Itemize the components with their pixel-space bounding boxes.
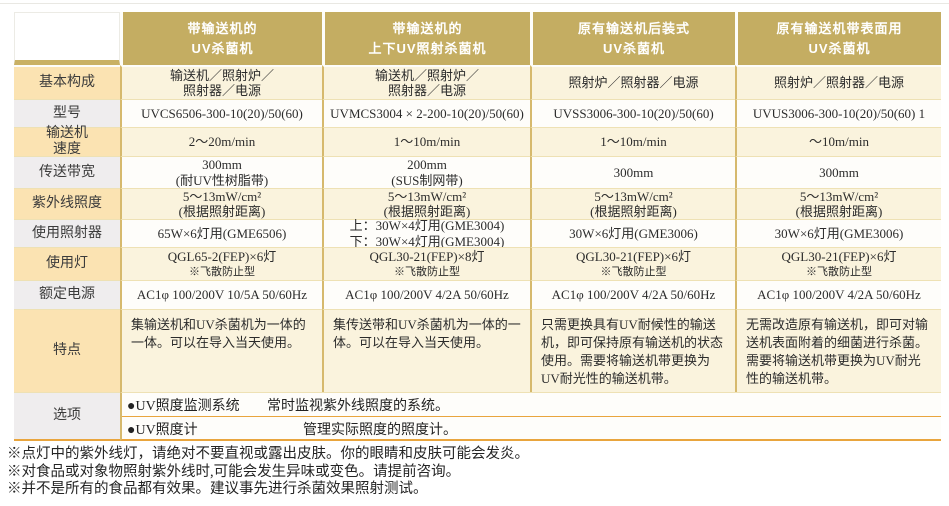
row-label: 型号 bbox=[14, 99, 120, 127]
row-label: 特点 bbox=[14, 309, 120, 392]
table-cell: 200mm (SUS制网带) bbox=[322, 156, 530, 188]
row-rated-power: 额定电源 AC1φ 100/200V 10/5A 50/60Hz AC1φ 10… bbox=[14, 280, 941, 309]
corner-cell bbox=[14, 12, 120, 65]
table-cell: 输送机／照射炉／ 照射器／电源 bbox=[322, 65, 530, 99]
table-cell: ～10m/min bbox=[735, 127, 941, 156]
table-cell: 65W×6灯用(GME6506) bbox=[120, 219, 322, 247]
table-cell: QGL30-21(FEP)×6灯 ※飞散防止型 bbox=[530, 247, 735, 280]
table-cell: UVUS3006-300-10(20)/50(60) 1 bbox=[735, 99, 941, 127]
row-features: 特点 集输送机和UV杀菌机为一体的一体。可以在导入当天使用。 集传送带和UV杀菌… bbox=[14, 309, 941, 392]
option-name: ●UV照度监测系统 bbox=[127, 398, 240, 414]
top-divider bbox=[0, 3, 949, 4]
row-belt-width: 传送带宽 300mm (耐UV性树脂带) 200mm (SUS制网带) 300m… bbox=[14, 156, 941, 188]
row-conveyor-speed: 输送机 速度 2～20m/min 1～10m/min 1～10m/min ～10… bbox=[14, 126, 941, 157]
feature-cell: 集传送带和UV杀菌机为一体的一体。可以在导入当天使用。 bbox=[322, 309, 530, 392]
table-cell: 5～13mW/cm² (根据照射距离) bbox=[735, 188, 941, 219]
option-item-uv-meter: ●UV照度计 管理实际照度的照度计。 bbox=[122, 417, 941, 440]
table-cell: QGL65-2(FEP)×6灯 ※飞散防止型 bbox=[120, 247, 322, 280]
table-cell: AC1φ 100/200V 10/5A 50/60Hz bbox=[120, 280, 322, 309]
row-basic-composition: 基本构成 输送机／照射炉／ 照射器／电源 输送机／照射炉／ 照射器／电源 照射炉… bbox=[14, 65, 941, 99]
footnote-effect-test: ※并不是所有的食品都有效果。建议事先进行杀菌效果照射测试。 bbox=[7, 481, 428, 497]
table-cell: AC1φ 100/200V 4/2A 50/60Hz bbox=[530, 280, 735, 309]
table-cell: UVMCS3004 × 2-200-10(20)/50(60) bbox=[322, 99, 530, 127]
options-list: ●UV照度监测系统 常时监视紫外线照度的系统。 ●UV照度计 管理实际照度的照度… bbox=[120, 392, 941, 441]
table-cell: 5～13mW/cm² (根据照射距离) bbox=[322, 188, 530, 219]
table-cell: UVSS3006-300-10(20)/50(60) bbox=[530, 99, 735, 127]
column-header-belt-surface-uv: 原有输送机带表面用 UV杀菌机 bbox=[735, 12, 941, 65]
table-cell: AC1φ 100/200V 4/2A 50/60Hz bbox=[735, 280, 941, 309]
table-cell: 30W×6灯用(GME3006) bbox=[530, 219, 735, 247]
table-cell: 上：30W×4灯用(GME3004) 下：30W×4灯用(GME3004) bbox=[322, 218, 530, 249]
table-cell: 5～13mW/cm² (根据照射距离) bbox=[530, 188, 735, 219]
table-cell: UVCS6506-300-10(20)/50(60) bbox=[120, 99, 322, 127]
lamp-note: ※飞散防止型 bbox=[600, 265, 667, 278]
row-label: 传送带宽 bbox=[14, 156, 120, 188]
table-cell: QGL30-21(FEP)×6灯 ※飞散防止型 bbox=[735, 247, 941, 280]
feature-cell: 无需改造原有输送机，即可对输送机表面附着的细菌进行杀菌。需要将输送机带更换为UV… bbox=[735, 309, 941, 392]
table-cell: 1～10m/min bbox=[322, 127, 530, 156]
option-item-uv-monitor: ●UV照度监测系统 常时监视紫外线照度的系统。 bbox=[122, 393, 941, 417]
feature-cell: 集输送机和UV杀菌机为一体的一体。可以在导入当天使用。 bbox=[120, 309, 322, 392]
table-cell: 300mm (耐UV性树脂带) bbox=[120, 156, 322, 188]
feature-cell: 只需更换具有UV耐候性的输送机，即可保持原有输送机的状态使用。需要将输送机带更换… bbox=[530, 309, 735, 392]
table-cell: 1～10m/min bbox=[530, 127, 735, 156]
table-cell: 5～13mW/cm² (根据照射距离) bbox=[120, 188, 322, 219]
column-header-conveyor-uv: 带输送机的 UV杀菌机 bbox=[120, 12, 322, 65]
lamp-note: ※飞散防止型 bbox=[806, 265, 872, 278]
option-desc: 管理实际照度的照度计。 bbox=[303, 422, 457, 438]
table-cell: 2～20m/min bbox=[120, 127, 322, 156]
table-cell: 输送机／照射炉／ 照射器／电源 bbox=[120, 65, 322, 99]
lamp-note: ※飞散防止型 bbox=[189, 265, 255, 278]
lamp-note: ※飞散防止型 bbox=[394, 265, 460, 278]
footnote-uv-lamp-warning: ※点灯中的紫外线灯，请绝对不要直视或露出皮肤。你的眼睛和皮肤可能会发炎。 bbox=[7, 446, 529, 462]
row-label: 基本构成 bbox=[14, 65, 120, 99]
row-label: 紫外线照度 bbox=[14, 188, 120, 219]
row-label: 选项 bbox=[14, 392, 120, 441]
row-options: 选项 ●UV照度监测系统 常时监视紫外线照度的系统。 ●UV照度计 管理实际照度… bbox=[14, 392, 941, 441]
row-label: 使用照射器 bbox=[14, 219, 120, 247]
row-uv-illuminance: 紫外线照度 5～13mW/cm² (根据照射距离) 5～13mW/cm² (根据… bbox=[14, 188, 941, 219]
row-model: 型号 UVCS6506-300-10(20)/50(60) UVMCS3004 … bbox=[14, 99, 941, 127]
column-header-retrofit-uv: 原有输送机后装式 UV杀菌机 bbox=[530, 12, 735, 65]
table-cell: 300mm bbox=[530, 156, 735, 188]
option-name: ●UV照度计 bbox=[127, 422, 198, 438]
lamp-model: QGL65-2(FEP)×6灯 bbox=[167, 248, 277, 264]
column-header-updown-uv: 带输送机的 上下UV照射杀菌机 bbox=[322, 12, 530, 65]
row-irradiator-used: 使用照射器 65W×6灯用(GME6506) 上：30W×4灯用(GME3004… bbox=[14, 218, 941, 249]
row-label: 输送机 速度 bbox=[14, 126, 120, 157]
table-cell: 照射炉／照射器／电源 bbox=[735, 65, 941, 99]
lamp-model: QGL30-21(FEP)×6灯 bbox=[576, 248, 691, 264]
table-cell: 300mm bbox=[735, 156, 941, 188]
row-lamps-used: 使用灯 QGL65-2(FEP)×6灯 ※飞散防止型 QGL30-21(FEP)… bbox=[14, 247, 941, 280]
lamp-model: QGL30-21(FEP)×6灯 bbox=[781, 248, 897, 264]
footnote-food-discoloration: ※对食品或对象物照射紫外线时,可能会发生异味或变色。请提前咨询。 bbox=[7, 463, 461, 480]
row-label: 额定电源 bbox=[14, 280, 120, 309]
table-cell: 照射炉／照射器／电源 bbox=[530, 65, 735, 99]
uv-sterilizer-spec-table: 带输送机的 UV杀菌机 带输送机的 上下UV照射杀菌机 原有输送机后装式 UV杀… bbox=[14, 12, 941, 441]
table-header-row: 带输送机的 UV杀菌机 带输送机的 上下UV照射杀菌机 原有输送机后装式 UV杀… bbox=[14, 12, 941, 65]
footnotes: ※点灯中的紫外线灯，请绝对不要直视或露出皮肤。你的眼睛和皮肤可能会发炎。 ※对食… bbox=[7, 446, 942, 499]
table-cell: AC1φ 100/200V 4/2A 50/60Hz bbox=[322, 280, 530, 309]
table-cell: QGL30-21(FEP)×8灯 ※飞散防止型 bbox=[322, 247, 530, 280]
lamp-model: QGL30-21(FEP)×8灯 bbox=[369, 248, 485, 264]
option-desc: 常时监视紫外线照度的系统。 bbox=[267, 398, 449, 414]
table-cell: 30W×6灯用(GME3006) bbox=[735, 219, 941, 247]
row-label: 使用灯 bbox=[14, 247, 120, 280]
